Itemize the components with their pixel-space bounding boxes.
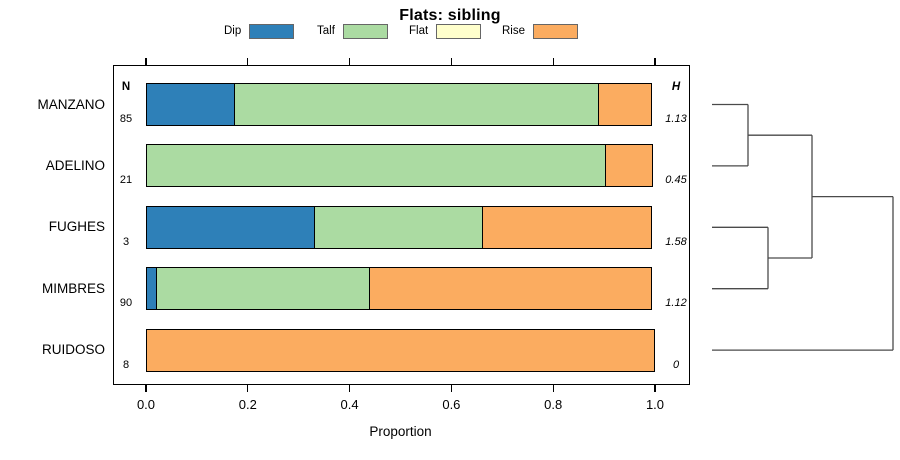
row-label-manzano: MANZANO <box>37 96 106 112</box>
legend-item-flat: Flat <box>409 23 482 39</box>
row-label-fughes: FUGHES <box>48 219 105 235</box>
segment-dip <box>146 205 316 249</box>
row-label-ruidoso: RUIDOSO <box>41 342 105 358</box>
stacked-bar-fughes <box>146 205 655 249</box>
n-value: 85 <box>119 113 133 125</box>
legend-swatch <box>342 23 388 39</box>
n-value: 8 <box>122 358 130 371</box>
x-tick-label: 1.0 <box>645 397 665 412</box>
h-value: 0 <box>672 358 680 371</box>
h-value: 1.12 <box>665 297 687 310</box>
h-column-header: H <box>671 81 681 93</box>
stacked-bar-adelino <box>146 144 655 188</box>
x-axis-title: Proportion <box>369 424 432 439</box>
segment-rise <box>605 144 654 188</box>
x-tick-bottom <box>247 385 249 392</box>
segment-dip <box>146 83 236 126</box>
x-tick-bottom <box>552 385 554 392</box>
n-value: 3 <box>122 235 130 248</box>
legend-label: Rise <box>502 25 526 37</box>
segment-rise <box>597 83 652 126</box>
segment-talf <box>233 83 600 126</box>
legend-item-talf: Talf <box>317 23 388 39</box>
segment-rise <box>369 267 652 311</box>
segment-talf <box>146 144 607 188</box>
stacked-bar-ruidoso <box>146 328 655 372</box>
n-column-header: N <box>121 81 131 93</box>
legend-swatch <box>533 23 579 39</box>
stacked-bar-mimbres <box>146 267 655 311</box>
row-label-mimbres: MIMBRES <box>41 280 105 296</box>
h-value: 1.58 <box>665 235 687 248</box>
x-tick-top <box>145 58 147 65</box>
x-tick-label: 0.8 <box>544 397 563 412</box>
h-value: 1.13 <box>665 113 687 125</box>
legend-swatch <box>249 23 295 39</box>
h-value: 0.45 <box>665 174 687 187</box>
x-tick-top <box>654 58 656 65</box>
segment-rise <box>146 328 655 372</box>
n-value: 90 <box>119 297 133 310</box>
x-tick-top <box>349 58 351 65</box>
x-tick-label: 0.2 <box>238 397 257 412</box>
segment-talf <box>313 205 484 249</box>
x-tick-top <box>450 58 452 65</box>
legend-item-dip: Dip <box>224 23 295 39</box>
legend-label: Talf <box>317 25 335 37</box>
x-tick-label: 0.4 <box>340 397 359 412</box>
stacked-bar-manzano <box>146 83 655 126</box>
x-tick-top <box>247 58 249 65</box>
x-tick-bottom <box>450 385 452 392</box>
legend-swatch <box>436 23 482 39</box>
x-tick-bottom <box>654 385 656 392</box>
n-value: 21 <box>119 174 133 187</box>
row-label-adelino: ADELINO <box>45 157 105 173</box>
x-tick-label: 0.0 <box>136 397 156 412</box>
legend-label: Dip <box>224 25 242 37</box>
chart-title: Flats: sibling <box>399 7 501 24</box>
x-tick-label: 0.6 <box>442 397 461 412</box>
x-tick-top <box>552 58 554 65</box>
x-tick-bottom <box>145 385 147 392</box>
segment-rise <box>482 205 652 249</box>
legend-label: Flat <box>409 25 429 37</box>
segment-talf <box>155 267 371 311</box>
x-tick-bottom <box>349 385 351 392</box>
legend-item-rise: Rise <box>502 23 579 39</box>
